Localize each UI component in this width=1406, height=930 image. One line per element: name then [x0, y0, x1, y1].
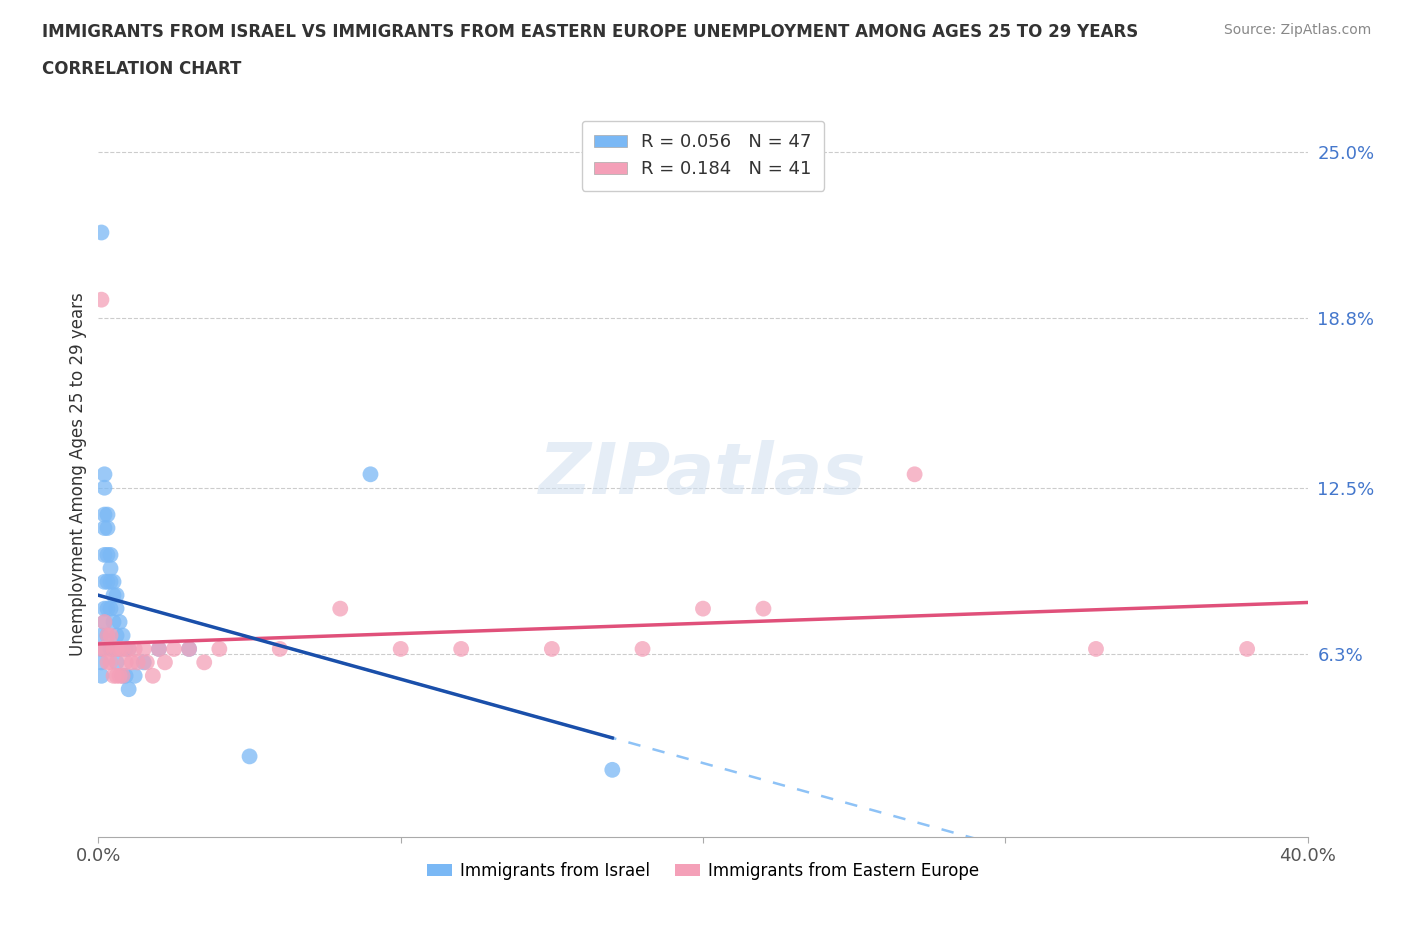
Point	[111, 642, 134, 657]
Point	[90, 642, 112, 657]
Point	[105, 588, 128, 603]
Point	[100, 561, 122, 576]
Point	[103, 669, 125, 684]
Text: CORRELATION CHART: CORRELATION CHART	[42, 60, 242, 78]
Point	[752, 601, 775, 616]
Point	[269, 642, 291, 657]
Point	[96, 655, 118, 670]
Point	[692, 601, 714, 616]
Point	[208, 642, 231, 657]
Point	[153, 655, 176, 670]
Point	[100, 642, 122, 657]
Text: Source: ZipAtlas.com: Source: ZipAtlas.com	[1223, 23, 1371, 37]
Point	[1085, 642, 1108, 657]
Point	[108, 642, 131, 657]
Point	[108, 615, 131, 630]
Point	[631, 642, 654, 657]
Point	[105, 655, 128, 670]
Point	[179, 642, 201, 657]
Point	[111, 669, 134, 684]
Point	[108, 669, 131, 684]
Point	[193, 655, 215, 670]
Y-axis label: Unemployment Among Ages 25 to 29 years: Unemployment Among Ages 25 to 29 years	[69, 292, 87, 657]
Point	[105, 669, 128, 684]
Point	[93, 467, 115, 482]
Point	[90, 628, 112, 643]
Text: IMMIGRANTS FROM ISRAEL VS IMMIGRANTS FROM EASTERN EUROPE UNEMPLOYMENT AMONG AGES: IMMIGRANTS FROM ISRAEL VS IMMIGRANTS FRO…	[42, 23, 1139, 41]
Point	[96, 575, 118, 590]
Point	[103, 615, 125, 630]
Point	[100, 575, 122, 590]
Legend: Immigrants from Israel, Immigrants from Eastern Europe: Immigrants from Israel, Immigrants from …	[420, 856, 986, 886]
Point	[93, 642, 115, 657]
Point	[93, 601, 115, 616]
Point	[103, 575, 125, 590]
Point	[93, 575, 115, 590]
Point	[114, 642, 136, 657]
Point	[96, 628, 118, 643]
Point	[93, 507, 115, 522]
Point	[114, 655, 136, 670]
Point	[96, 507, 118, 522]
Point	[100, 628, 122, 643]
Point	[93, 615, 115, 630]
Point	[96, 628, 118, 643]
Point	[329, 601, 352, 616]
Point	[90, 642, 112, 657]
Point	[93, 548, 115, 563]
Point	[103, 642, 125, 657]
Point	[90, 292, 112, 307]
Point	[1236, 642, 1258, 657]
Point	[90, 669, 112, 684]
Text: ZIPatlas: ZIPatlas	[540, 440, 866, 509]
Point	[179, 642, 201, 657]
Point	[108, 642, 131, 657]
Point	[111, 628, 134, 643]
Point	[124, 642, 146, 657]
Point	[100, 548, 122, 563]
Point	[118, 642, 141, 657]
Point	[105, 642, 128, 657]
Point	[540, 642, 562, 657]
Point	[93, 615, 115, 630]
Point	[93, 521, 115, 536]
Point	[602, 763, 624, 777]
Point	[360, 467, 382, 482]
Point	[93, 480, 115, 495]
Point	[96, 548, 118, 563]
Point	[148, 642, 170, 657]
Point	[450, 642, 472, 657]
Point	[100, 601, 122, 616]
Point	[135, 655, 157, 670]
Point	[148, 642, 170, 657]
Point	[90, 225, 112, 240]
Point	[121, 655, 143, 670]
Point	[90, 655, 112, 670]
Point	[96, 521, 118, 536]
Point	[904, 467, 927, 482]
Point	[118, 642, 141, 657]
Point	[103, 642, 125, 657]
Point	[239, 749, 262, 764]
Point	[118, 682, 141, 697]
Point	[163, 642, 186, 657]
Point	[105, 628, 128, 643]
Point	[127, 655, 149, 670]
Point	[103, 588, 125, 603]
Point	[132, 642, 155, 657]
Point	[124, 669, 146, 684]
Point	[96, 601, 118, 616]
Point	[389, 642, 412, 657]
Point	[132, 655, 155, 670]
Point	[100, 655, 122, 670]
Point	[142, 669, 165, 684]
Point	[105, 601, 128, 616]
Point	[111, 669, 134, 684]
Point	[114, 669, 136, 684]
